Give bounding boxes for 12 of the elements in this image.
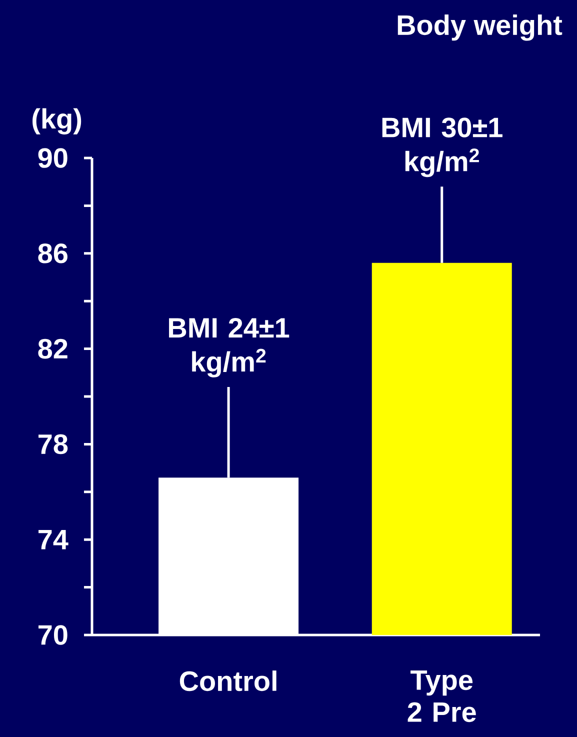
annotation: BMI 30±1 kg/m$^{2}$ xyxy=(382,118,502,178)
y-tick-label: 74 xyxy=(38,530,68,550)
chart-title: Body weight xyxy=(398,14,562,41)
x-tick-label: Type 2 Pre xyxy=(408,670,476,722)
annotation: BMI 24±1 kg/m$^{2}$ xyxy=(169,318,290,378)
y-tick-label: 90 xyxy=(38,148,68,168)
y-tick-label: 78 xyxy=(38,434,68,454)
y-tick-label: 70 xyxy=(38,625,68,645)
y-axis-title: (kg) xyxy=(32,108,82,134)
x-tick-label: Control xyxy=(180,670,276,692)
y-tick-label: 82 xyxy=(38,338,68,359)
y-tick-label: 86 xyxy=(38,243,68,264)
